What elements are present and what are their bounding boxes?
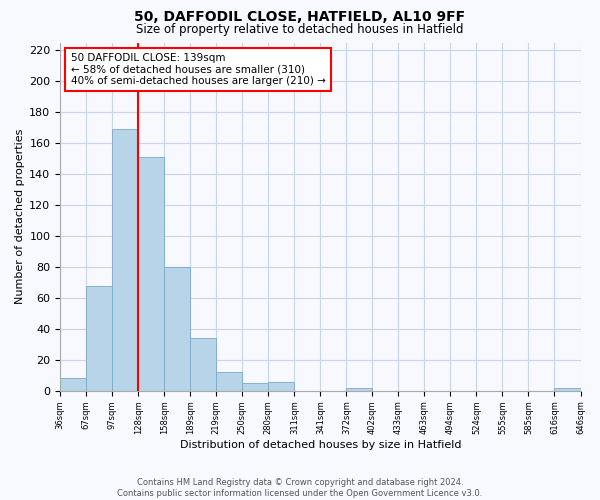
Bar	[60, 378, 86, 391]
Bar	[554, 388, 581, 391]
Bar	[86, 286, 112, 391]
X-axis label: Distribution of detached houses by size in Hatfield: Distribution of detached houses by size …	[179, 440, 461, 450]
Bar	[216, 372, 242, 391]
Text: 50, DAFFODIL CLOSE, HATFIELD, AL10 9FF: 50, DAFFODIL CLOSE, HATFIELD, AL10 9FF	[134, 10, 466, 24]
Bar	[242, 383, 268, 391]
Y-axis label: Number of detached properties: Number of detached properties	[15, 129, 25, 304]
Bar	[190, 338, 216, 391]
Text: Contains HM Land Registry data © Crown copyright and database right 2024.
Contai: Contains HM Land Registry data © Crown c…	[118, 478, 482, 498]
Bar	[268, 382, 295, 391]
Bar	[112, 129, 138, 391]
Bar	[164, 267, 190, 391]
Bar	[346, 388, 373, 391]
Text: Size of property relative to detached houses in Hatfield: Size of property relative to detached ho…	[136, 22, 464, 36]
Bar	[138, 157, 164, 391]
Text: 50 DAFFODIL CLOSE: 139sqm
← 58% of detached houses are smaller (310)
40% of semi: 50 DAFFODIL CLOSE: 139sqm ← 58% of detac…	[71, 53, 325, 86]
